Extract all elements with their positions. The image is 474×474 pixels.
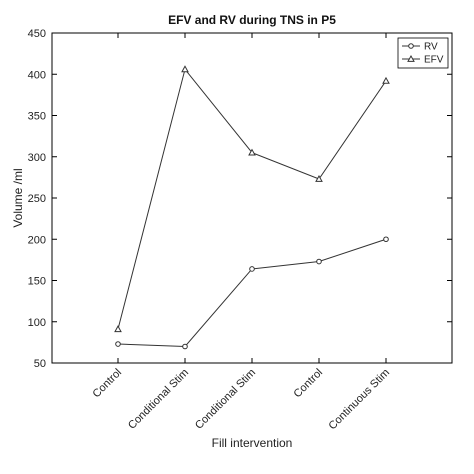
y-axis: 50 100 150 200 250 300 350 400 450 bbox=[28, 28, 452, 370]
x-tick-label: Control bbox=[91, 367, 125, 401]
data-point-rv bbox=[249, 266, 255, 272]
data-point-efv bbox=[315, 174, 323, 182]
data-point-rv bbox=[316, 258, 322, 265]
y-tick-label: 400 bbox=[28, 69, 46, 81]
y-tick-label: 200 bbox=[28, 234, 46, 246]
legend: RV EFV bbox=[397, 37, 449, 69]
y-tick-label: 350 bbox=[28, 111, 46, 123]
x-tick-label: Continuous Stim bbox=[327, 367, 393, 433]
chart-title: EFV and RV during TNS in P5 bbox=[168, 13, 336, 27]
plot-frame bbox=[51, 32, 453, 364]
legend-label-efv: EFV bbox=[424, 55, 444, 66]
data-point-rv bbox=[182, 343, 188, 350]
y-tick-label: 300 bbox=[28, 152, 46, 164]
legend-label-rv: RV bbox=[424, 42, 438, 53]
data-point-efv bbox=[248, 148, 256, 156]
x-tick-label: Conditional Stim bbox=[193, 367, 258, 432]
x-tick-label: Conditional Stim bbox=[126, 367, 191, 432]
data-point-rv bbox=[115, 341, 121, 347]
data-point-efv bbox=[114, 325, 122, 333]
x-axis-label: Fill intervention bbox=[212, 436, 293, 450]
series-line-rv bbox=[117, 238, 387, 348]
x-tick-label: Control bbox=[292, 367, 326, 401]
data-point-efv bbox=[181, 65, 189, 73]
y-axis-label: Volume /ml bbox=[11, 168, 25, 227]
legend-marker-efv bbox=[407, 54, 415, 62]
y-tick-label: 250 bbox=[28, 193, 46, 205]
legend-marker-rv bbox=[408, 43, 414, 49]
data-point-rv bbox=[383, 236, 389, 243]
legend-box bbox=[397, 37, 449, 69]
series-layer bbox=[114, 65, 390, 350]
y-tick-label: 450 bbox=[28, 28, 46, 40]
y-tick-label: 150 bbox=[28, 276, 46, 288]
series-line-efv bbox=[117, 68, 387, 330]
x-axis: Control Conditional Stim Conditional Stim C… bbox=[91, 33, 393, 433]
data-point-efv bbox=[382, 76, 390, 84]
y-tick-label: 100 bbox=[28, 317, 46, 329]
y-tick-label: 50 bbox=[34, 358, 46, 370]
